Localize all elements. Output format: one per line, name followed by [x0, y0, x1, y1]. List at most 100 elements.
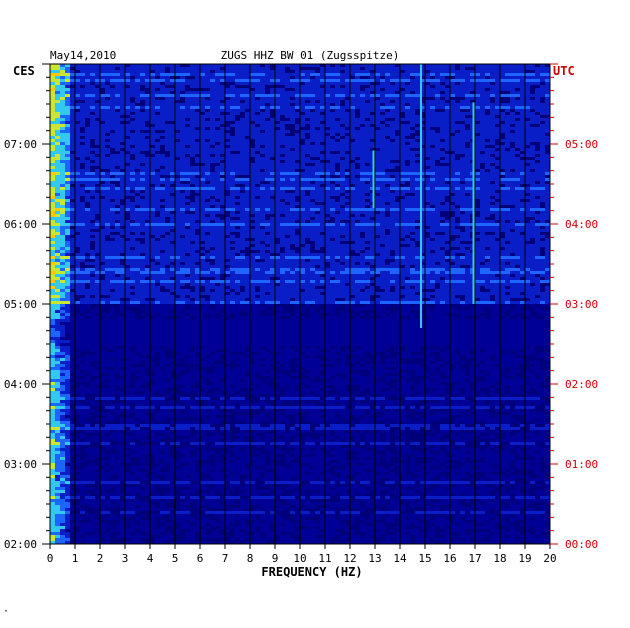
spectrogram-cell	[345, 82, 350, 85]
spectrogram-cell	[300, 154, 305, 157]
spectrogram-cell	[75, 181, 80, 184]
spectrogram-cell	[450, 79, 455, 82]
spectrogram-cell	[350, 67, 355, 70]
spectrogram-cell	[315, 127, 320, 130]
spectrogram-cell	[410, 109, 415, 112]
spectrogram-cell	[200, 193, 205, 196]
spectrogram-cell	[405, 91, 410, 94]
spectrogram-cell	[60, 124, 65, 127]
spectrogram-cell	[155, 88, 160, 91]
spectrogram-cell	[365, 154, 370, 157]
spectrogram-cell	[160, 106, 165, 109]
spectrogram-cell	[480, 97, 485, 100]
spectrogram-cell	[265, 121, 270, 124]
spectrogram-cell	[500, 76, 505, 79]
spectrogram-cell	[50, 100, 55, 103]
spectrogram-cell	[305, 127, 310, 130]
spectrogram-cell	[455, 199, 460, 202]
spectrogram-cell	[250, 100, 255, 103]
spectrogram-cell	[50, 97, 55, 100]
spectrogram-cell	[165, 151, 170, 154]
spectrogram-cell	[65, 178, 70, 181]
spectrogram-cell	[95, 169, 100, 172]
spectrogram-cell	[315, 163, 320, 166]
spectrogram-cell	[380, 130, 385, 133]
spectrogram-cell	[170, 193, 175, 196]
spectrogram-cell	[170, 205, 175, 208]
spectrogram-cell	[415, 82, 420, 85]
spectrogram-cell	[315, 148, 320, 151]
spectrogram-cell	[195, 64, 200, 67]
spectrogram-cell	[185, 106, 190, 109]
spectrogram-cell	[535, 136, 540, 139]
spectrogram-cell	[530, 142, 535, 145]
spectrogram-cell	[450, 121, 455, 124]
spectrogram-cell	[370, 91, 375, 94]
spectrogram-cell	[285, 196, 290, 199]
spectrogram-cell	[530, 145, 535, 148]
spectrogram-cell	[495, 199, 500, 202]
spectrogram-cell	[315, 184, 320, 187]
spectrogram-cell	[180, 145, 185, 148]
spectrogram-cell	[545, 187, 550, 190]
spectrogram-cell	[70, 184, 75, 187]
spectrogram-cell	[480, 112, 485, 115]
spectrogram-cell	[505, 178, 510, 181]
spectrogram-cell	[290, 205, 295, 208]
spectrogram-cell	[530, 82, 535, 85]
spectrogram-cell	[270, 124, 275, 127]
spectrogram-cell	[465, 190, 470, 193]
spectrogram-cell	[170, 133, 175, 136]
spectrogram-cell	[160, 199, 165, 202]
spectrogram-cell	[275, 208, 280, 211]
spectrogram-cell	[105, 208, 110, 211]
spectrogram-cell	[70, 205, 75, 208]
spectrogram-cell	[345, 181, 350, 184]
spectrogram-cell	[160, 94, 165, 97]
spectrogram-cell	[125, 79, 130, 82]
spectrogram-cell	[235, 145, 240, 148]
spectrogram-cell	[190, 178, 195, 181]
spectrogram-cell	[245, 136, 250, 139]
spectrogram-cell	[380, 88, 385, 91]
spectrogram-cell	[195, 85, 200, 88]
spectrogram-cell	[240, 112, 245, 115]
spectrogram-cell	[75, 124, 80, 127]
spectrogram-cell	[500, 190, 505, 193]
spectrogram-cell	[210, 169, 215, 172]
spectrogram-cell	[395, 160, 400, 163]
spectrogram-cell	[450, 100, 455, 103]
spectrogram-cell	[480, 202, 485, 205]
spectrogram-cell	[350, 136, 355, 139]
spectrogram-cell	[420, 196, 425, 199]
spectrogram-cell	[340, 187, 345, 190]
spectrogram-cell	[395, 106, 400, 109]
spectrogram-cell	[465, 97, 470, 100]
spectrogram-cell	[265, 190, 270, 193]
spectrogram-cell	[190, 208, 195, 211]
spectrogram-cell	[375, 121, 380, 124]
spectrogram-cell	[325, 196, 330, 199]
spectrogram-cell	[300, 190, 305, 193]
spectrogram-cell	[500, 184, 505, 187]
spectrogram-cell	[120, 196, 125, 199]
spectrogram-cell	[415, 73, 420, 76]
spectrogram-cell	[270, 166, 275, 169]
spectrogram-cell	[110, 187, 115, 190]
spectrogram-cell	[130, 196, 135, 199]
spectrogram-cell	[340, 103, 345, 106]
spectrogram-cell	[445, 184, 450, 187]
spectrogram-cell	[435, 184, 440, 187]
spectrogram-cell	[285, 154, 290, 157]
spectrogram-cell	[130, 136, 135, 139]
spectrogram-cell	[315, 115, 320, 118]
spectrogram-cell	[345, 193, 350, 196]
spectrogram-cell	[140, 139, 145, 142]
spectrogram-cell	[340, 190, 345, 193]
spectrogram-cell	[530, 205, 535, 208]
spectrogram-cell	[345, 88, 350, 91]
spectrogram-cell	[535, 115, 540, 118]
spectrogram-cell	[195, 79, 200, 82]
spectrogram-cell	[390, 67, 395, 70]
spectrogram-cell	[510, 91, 515, 94]
